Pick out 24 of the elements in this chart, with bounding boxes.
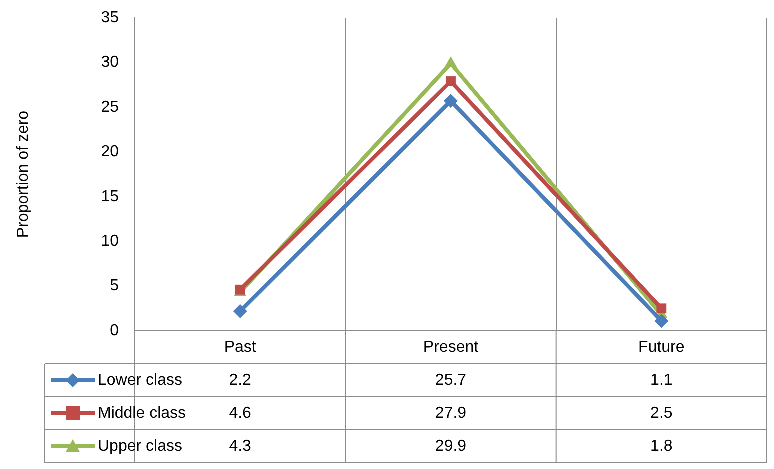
data-label: 1.8 — [650, 438, 673, 455]
y-axis-title: Proportion of zero — [15, 110, 32, 238]
y-tick-label: 0 — [110, 322, 120, 340]
legend-label: Upper class — [98, 438, 182, 455]
y-tick-label: 35 — [101, 9, 120, 26]
x-tick-label: Future — [638, 338, 685, 356]
y-tick-label: 10 — [101, 232, 120, 250]
y-tick-label: 30 — [101, 54, 120, 72]
y-tick-label: 25 — [101, 98, 120, 116]
legend-label: Middle class — [98, 404, 186, 422]
data-label: 2.2 — [229, 372, 252, 389]
data-label: 2.5 — [650, 404, 673, 422]
y-tick-label: 15 — [101, 188, 120, 206]
data-label: 29.9 — [435, 438, 467, 455]
x-tick-label: Present — [423, 338, 480, 356]
data-label: 1.1 — [650, 372, 673, 389]
x-tick-label: Past — [224, 338, 257, 356]
data-label: 4.3 — [229, 438, 252, 455]
data-label: 4.6 — [229, 404, 252, 422]
legend-label: Lower class — [98, 372, 182, 389]
y-tick-label: 5 — [110, 278, 120, 295]
data-label: 25.7 — [435, 372, 467, 389]
y-tick-label: 20 — [101, 144, 120, 161]
data-label: 27.9 — [435, 404, 467, 422]
